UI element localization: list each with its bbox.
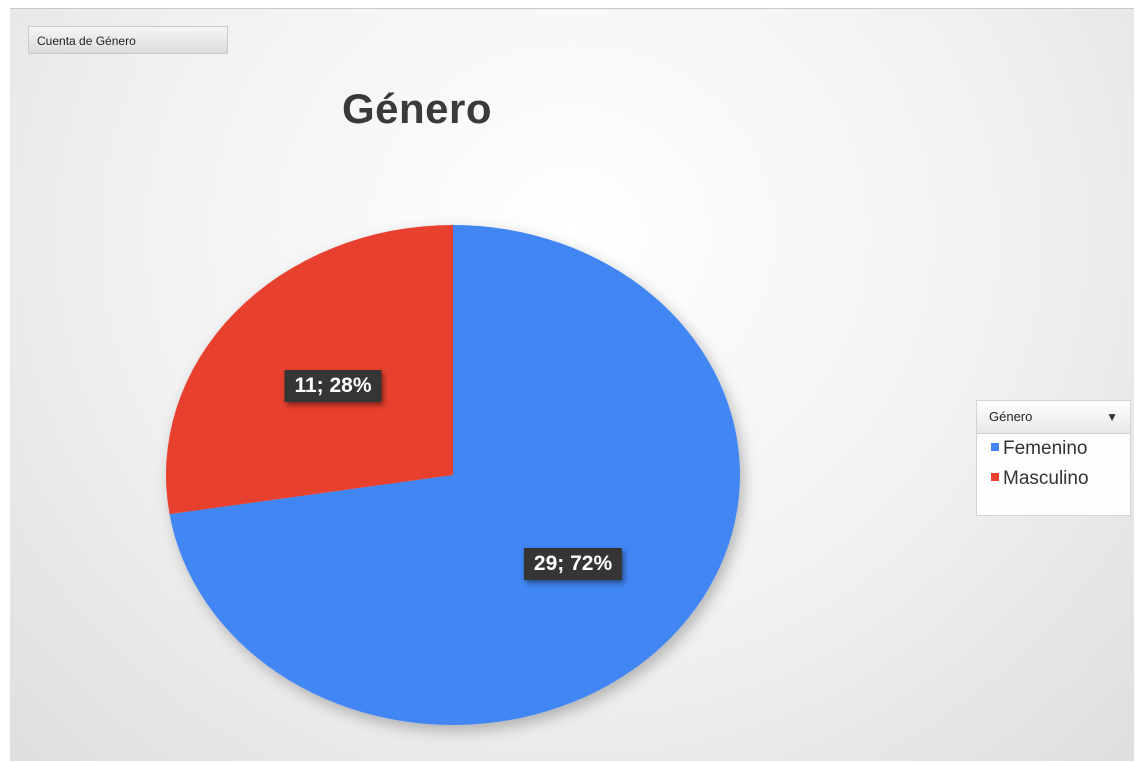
legend-swatch-masculino — [991, 472, 999, 481]
data-label-masculino: 11; 28% — [284, 369, 382, 402]
field-button[interactable]: Cuenta de Género — [28, 26, 228, 54]
pie-slice-masculino[interactable] — [165, 225, 453, 515]
pie-slice-femenino[interactable] — [169, 225, 740, 726]
legend-label-femenino: Femenino — [1003, 438, 1088, 459]
legend-label-masculino: Masculino — [1003, 468, 1089, 489]
pie-chart — [165, 225, 740, 726]
data-label-femenino: 29; 72% — [523, 548, 623, 581]
chart-title: Género — [342, 85, 493, 132]
chart-area: Cuenta de Género Género 29; 72% 11; 28% G… — [10, 8, 1134, 761]
legend-item-masculino: Masculino — [977, 464, 1130, 494]
legend-item-femenino: Femenino — [977, 434, 1130, 464]
legend-filter-button[interactable]: Género ▼ — [977, 401, 1130, 434]
legend: Género ▼ Femenino Masculino — [976, 400, 1131, 516]
legend-swatch-femenino — [991, 442, 999, 451]
dropdown-arrow-icon[interactable]: ▼ — [1106, 410, 1118, 424]
legend-title: Género — [989, 409, 1033, 424]
